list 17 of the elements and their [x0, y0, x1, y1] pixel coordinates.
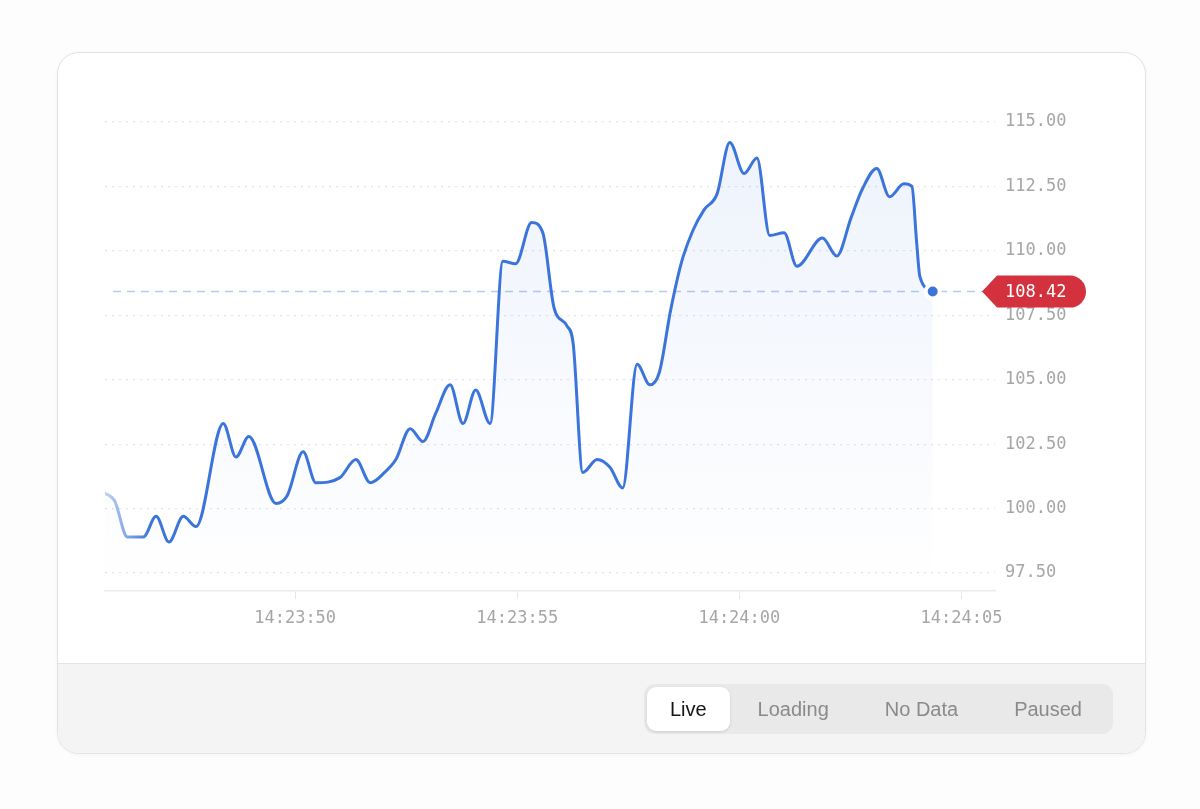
segment-label: Live	[669, 698, 707, 720]
segment-label: Paused	[1014, 698, 1082, 720]
x-tick-label: 14:23:50	[254, 606, 337, 627]
y-tick-label: 112.50	[1005, 174, 1067, 195]
y-tick-label: 97.50	[1005, 561, 1057, 582]
x-tick-label: 14:23:55	[476, 606, 559, 627]
y-tick-label: 110.00	[1005, 239, 1067, 260]
x-tick-label: 14:24:05	[920, 606, 1003, 627]
segment-label: Loading	[757, 698, 829, 720]
ref-line-label: 108.42	[1005, 280, 1067, 301]
segment-label: No Data	[884, 698, 959, 720]
y-tick-label: 102.50	[1005, 432, 1067, 453]
y-tick-label: 100.00	[1005, 496, 1067, 517]
y-tick-label: 107.50	[1005, 303, 1067, 324]
y-tick-label: 115.00	[1005, 110, 1067, 131]
x-tick-label: 14:24:00	[698, 606, 781, 627]
y-tick-label: 105.00	[1005, 368, 1067, 389]
